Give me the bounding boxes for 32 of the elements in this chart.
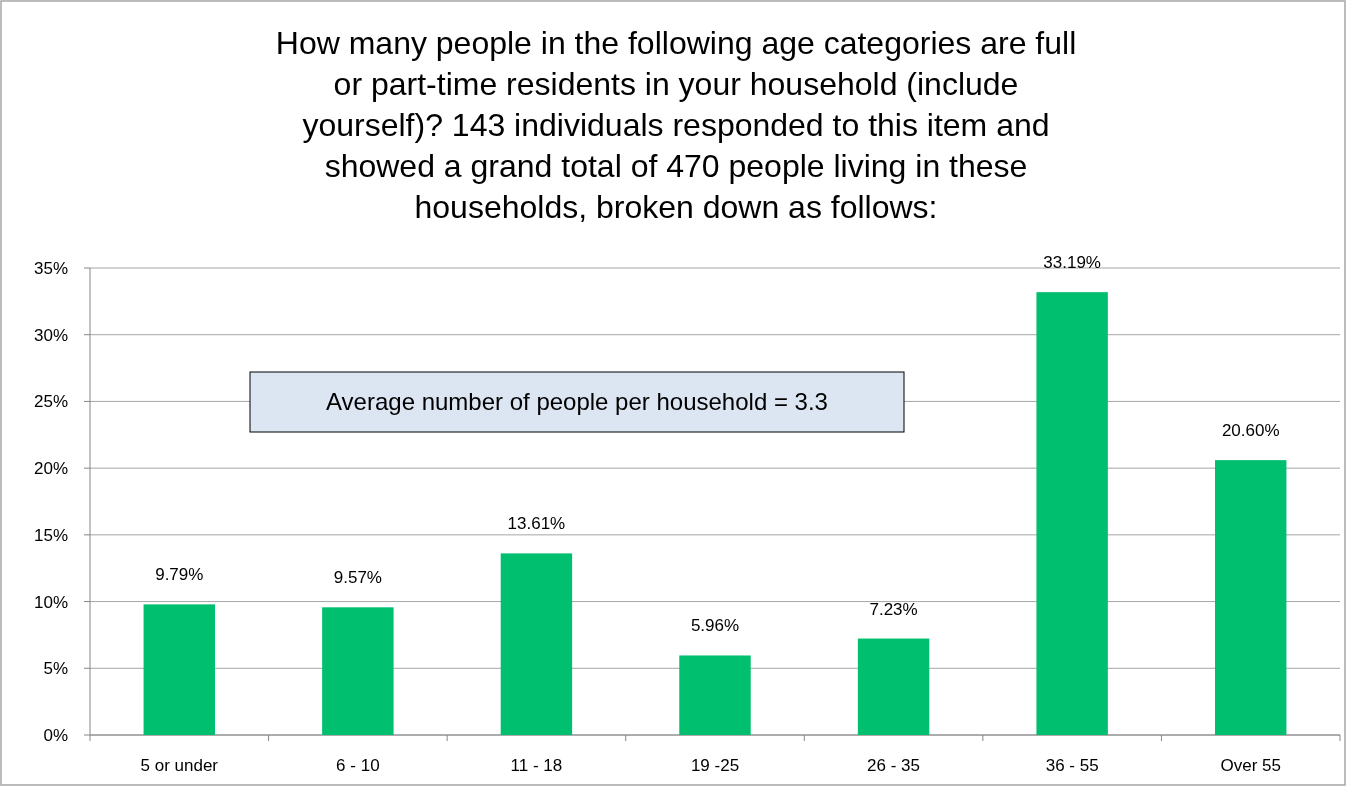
y-tick-label: 35% xyxy=(33,258,68,278)
bar xyxy=(679,655,751,735)
bar xyxy=(1036,292,1108,735)
x-tick-label: 19 -25 xyxy=(690,756,740,775)
data-label: 7.23% xyxy=(869,599,918,619)
x-tick-label: 26 - 35 xyxy=(867,756,921,775)
bar xyxy=(143,604,215,735)
x-tick-label: 36 - 55 xyxy=(1045,756,1099,775)
y-tick-label: 15% xyxy=(33,525,68,545)
note-box: Average number of people per household = 3.3 xyxy=(249,371,905,433)
annotation: Average number of people per household = 3.3 xyxy=(326,388,828,416)
data-label: 9.79% xyxy=(155,565,204,585)
data-label: 33.19% xyxy=(1043,253,1101,273)
y-tick-label: 30% xyxy=(33,325,68,345)
y-tick-label: 10% xyxy=(33,592,68,612)
data-label: 13.61% xyxy=(507,514,566,534)
chart-title: How many people in the following age categories are full or part-time residents in your household (include yourself)? 143 individuals responded to this item and showed a grand total of 470 people living in these households, broken down as follows: xyxy=(275,25,1077,225)
bar xyxy=(322,607,394,735)
y-tick-label: 0% xyxy=(43,725,68,745)
data-label: 9.57% xyxy=(333,568,382,588)
x-tick-label: Over 55 xyxy=(1220,756,1281,775)
x-tick-label: 6 - 10 xyxy=(336,756,380,775)
bar xyxy=(857,638,930,735)
bar xyxy=(500,553,573,735)
data-label: 5.96% xyxy=(690,616,740,636)
bar xyxy=(1215,460,1287,735)
y-tick-label: 5% xyxy=(43,659,68,679)
x-tick-label: 11 - 18 xyxy=(510,756,563,775)
y-tick-label: 25% xyxy=(33,392,68,412)
x-tick-label: 5 or under xyxy=(140,756,219,775)
data-label: 20.60% xyxy=(1221,421,1280,441)
y-tick-label: 20% xyxy=(33,459,68,479)
